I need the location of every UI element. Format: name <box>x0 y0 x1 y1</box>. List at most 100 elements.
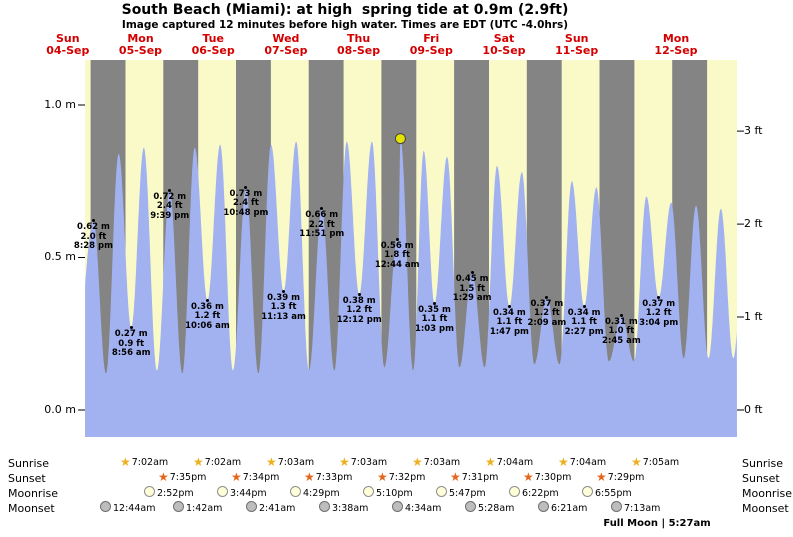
astro-time: 2:41am <box>259 503 296 514</box>
astro-time: 7:31pm <box>461 472 499 483</box>
sunrise-entry: ★7:02am <box>193 456 241 469</box>
moonrise-entry: 4:29pm <box>290 486 340 499</box>
sunrise-star-icon: ★ <box>631 455 642 469</box>
tide-extreme-dot <box>657 295 661 299</box>
day-weekday: Mon <box>127 32 154 45</box>
astro-time: 4:34am <box>405 503 442 514</box>
sunrise-star-icon: ★ <box>558 455 569 469</box>
tide-time: 2:27 pm <box>564 326 604 337</box>
tide-annotation: 0.66 m 2.2 ft 11:51 pm <box>299 211 344 240</box>
tide-time: 8:56 am <box>111 348 151 359</box>
tide-extreme-dot <box>507 304 511 308</box>
day-date: 04-Sep <box>46 43 90 57</box>
moonrise-entry: 2:52pm <box>144 486 194 499</box>
sunrise-star-icon: ★ <box>485 455 496 469</box>
day-label: Sat 10-Sep <box>469 33 539 56</box>
tide-height-m: 0.56 m <box>380 240 414 251</box>
tide-extreme-dot <box>582 304 586 308</box>
tide-extreme-dot <box>282 289 286 293</box>
tide-time: 12:12 pm <box>336 314 382 325</box>
tide-time: 1:03 pm <box>414 323 454 334</box>
sunset-entry: ★7:33pm <box>304 471 352 484</box>
day-label: Thu 08-Sep <box>324 33 394 56</box>
tide-time: 9:39 pm <box>150 210 190 221</box>
tide-height-ft: 2.4 ft <box>233 198 259 209</box>
moonset-entry: 6:21am <box>538 501 587 514</box>
tide-height-ft: 1.1 ft <box>496 317 523 328</box>
tide-time: 8:28 pm <box>73 241 113 252</box>
tide-extreme-dot <box>168 188 172 192</box>
tide-height-ft: 1.2 ft <box>533 308 560 319</box>
moonset-entry: 5:28am <box>465 501 514 514</box>
tide-height-ft: 1.0 ft <box>608 326 635 337</box>
day-weekday: Sat <box>493 32 515 45</box>
moonset-entry: 12:44am <box>100 501 155 514</box>
sunset-star-icon: ★ <box>596 470 607 484</box>
tide-height-m: 0.72 m <box>153 191 187 202</box>
astro-time: 5:47pm <box>449 488 486 499</box>
sunrise-entry: ★7:04am <box>558 456 606 469</box>
moonset-entry: 1:42am <box>173 501 222 514</box>
day-weekday: Sun <box>564 32 589 45</box>
tide-height-ft: 2.0 ft <box>80 231 107 242</box>
astro-time: 3:44pm <box>230 488 267 499</box>
tide-height-m: 0.37 m <box>530 298 564 309</box>
sunset-entry: ★7:35pm <box>158 471 206 484</box>
tide-height-ft: 1.2 ft <box>346 305 373 316</box>
tide-annotation: 0.31 m 1.0 ft 2:45 am <box>602 317 641 347</box>
astro-time: 7:03am <box>423 457 461 468</box>
sunset-entry: ★7:29pm <box>596 471 644 484</box>
tide-extreme-dot <box>470 271 474 275</box>
tide-height-ft: 2.2 ft <box>308 219 335 230</box>
astro-time: 7:04am <box>496 457 534 468</box>
daylight-band <box>85 60 91 437</box>
tide-time: 1:29 am <box>452 293 492 304</box>
sunrise-star-icon: ★ <box>193 455 204 469</box>
moonset-row-label-right: Moonset <box>742 502 789 515</box>
moonrise-circle-icon <box>582 486 593 497</box>
astro-time: 3:38am <box>332 503 369 514</box>
tide-time: 10:06 am <box>185 320 230 331</box>
tide-extreme-dot <box>320 207 324 211</box>
sunset-entry: ★7:32pm <box>377 471 425 484</box>
tide-annotation: 0.34 m 1.1 ft 1:47 pm <box>489 308 529 338</box>
moonrise-entry: 5:10pm <box>363 486 413 499</box>
y-axis-label-0-0m: 0.0 m <box>44 403 76 416</box>
moonset-entry: 7:13am <box>611 501 660 514</box>
moonset-row-label-left: Moonset <box>8 502 55 515</box>
tide-height-m: 0.45 m <box>455 274 489 285</box>
tide-extreme-dot <box>432 301 436 305</box>
y-axis-label-2ft: 2 ft <box>744 217 763 230</box>
tide-annotation: 0.72 m 2.4 ft 9:39 pm <box>150 191 190 222</box>
tide-extreme-dot <box>357 292 361 296</box>
sunset-star-icon: ★ <box>450 470 461 484</box>
tide-height-ft: 1.1 ft <box>571 317 597 328</box>
tide-extreme-dot <box>91 219 95 223</box>
sunrise-entry: ★7:05am <box>631 456 679 469</box>
tide-time: 1:47 pm <box>489 326 529 337</box>
sunset-star-icon: ★ <box>523 470 534 484</box>
sunset-entry: ★7:31pm <box>450 471 498 484</box>
tide-extreme-dot <box>205 298 209 302</box>
tide-height-ft: 0.9 ft <box>118 338 145 349</box>
day-weekday: Thu <box>347 32 371 45</box>
sunrise-entry: ★7:03am <box>412 456 460 469</box>
astro-time: 7:35pm <box>169 472 207 483</box>
moonrise-circle-icon <box>144 486 155 497</box>
day-date: 11-Sep <box>555 43 599 57</box>
tide-annotation: 0.73 m 2.4 ft 10:48 pm <box>223 189 268 219</box>
tide-extreme-dot <box>395 237 399 241</box>
astro-time: 5:10pm <box>376 488 413 499</box>
sunset-star-icon: ★ <box>377 470 388 484</box>
page-subtitle: Image captured 12 minutes before high wa… <box>121 19 569 31</box>
tide-height-ft: 1.8 ft <box>384 250 411 261</box>
sunrise-entry: ★7:03am <box>266 456 314 469</box>
day-date: 12-Sep <box>654 43 698 57</box>
astro-time: 1:42am <box>186 503 223 514</box>
moonset-entry: 3:38am <box>319 501 368 514</box>
tide-area <box>85 138 737 437</box>
tide-time: 11:51 pm <box>299 229 345 240</box>
tide-extreme-dot <box>129 326 133 330</box>
moonrise-entry: 5:47pm <box>436 486 486 499</box>
tide-annotation: 0.62 m 2.0 ft 8:28 pm <box>74 223 113 252</box>
